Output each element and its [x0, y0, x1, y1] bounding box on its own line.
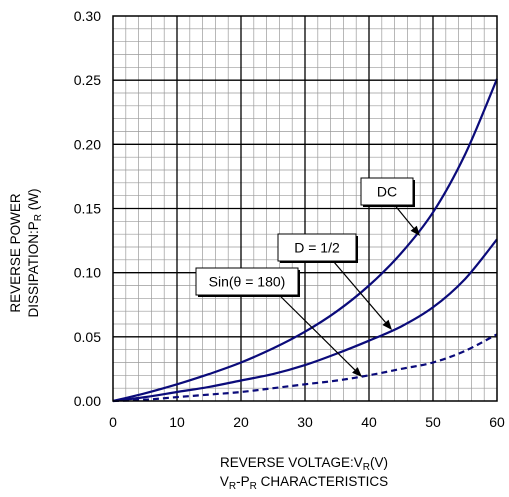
plot-frame: [112, 15, 498, 402]
caption-sub1: R: [229, 481, 236, 492]
annotation-box-duty-half: [277, 233, 357, 262]
series-dc-line: [112, 78, 499, 403]
x-axis-label-main: REVERSE VOLTAGE:V: [220, 455, 363, 470]
annotation-arrowhead-sin180: [352, 367, 362, 377]
annotation-box-sin180: [195, 267, 299, 296]
y-axis-label-line2: DISSIPATION:PR (W): [26, 189, 44, 318]
x-tick-label: 20: [233, 414, 249, 430]
caption-sub2: R: [250, 481, 257, 492]
x-tick-label: 60: [489, 414, 505, 430]
annotation-arrowhead-duty-half: [382, 319, 392, 330]
x-axis-label-unit: (V): [370, 455, 388, 470]
chart-caption: VR-PR CHARACTERISTICS: [220, 474, 388, 492]
y-axis-label-line1: REVERSE POWER: [8, 193, 23, 313]
major-grid: [113, 16, 497, 401]
annotation-box-dc: [360, 177, 414, 206]
y-tick-labels: 0.00 0.05 0.10 0.15 0.20 0.25 0.30: [74, 8, 101, 409]
x-tick-label: 0: [109, 414, 117, 430]
x-axis-label: REVERSE VOLTAGE:VR(V): [220, 455, 388, 473]
y-tick-label: 0.00: [74, 393, 101, 409]
y-tick-label: 0.15: [74, 201, 101, 217]
y-tick-label: 0.10: [74, 265, 101, 281]
y-axis-label-sub: R: [33, 214, 44, 221]
caption-part1: V: [220, 474, 229, 489]
x-tick-label: 30: [297, 414, 313, 430]
y-tick-label: 0.30: [74, 8, 101, 24]
y-tick-label: 0.20: [74, 136, 101, 152]
y-axis-label-unit: (W): [26, 189, 41, 214]
x-tick-labels: 0 10 20 30 40 50 60: [109, 414, 505, 430]
x-axis-label-sub: R: [363, 462, 370, 473]
x-tick-label: 10: [169, 414, 185, 430]
series-label-duty-half: D = 1/2: [294, 240, 340, 256]
series-lines: [112, 78, 499, 403]
x-tick-label: 40: [361, 414, 377, 430]
annotation-arrowhead-dc: [410, 225, 420, 236]
x-tick-label: 50: [425, 414, 441, 430]
y-axis-label-main: DISSIPATION:P: [26, 221, 41, 317]
series-label-dc: DC: [377, 184, 397, 200]
y-tick-label: 0.25: [74, 72, 101, 88]
y-tick-label: 0.05: [74, 329, 101, 345]
caption-mid: -P: [236, 474, 250, 489]
series-label-sin180: Sin(θ = 180): [209, 274, 286, 290]
series-duty-half-line: [112, 238, 498, 403]
caption-part2: CHARACTERISTICS: [257, 474, 388, 489]
series-sin180-line: [112, 333, 498, 403]
annotations: DC D = 1/2 Sin(θ = 180): [195, 177, 420, 377]
